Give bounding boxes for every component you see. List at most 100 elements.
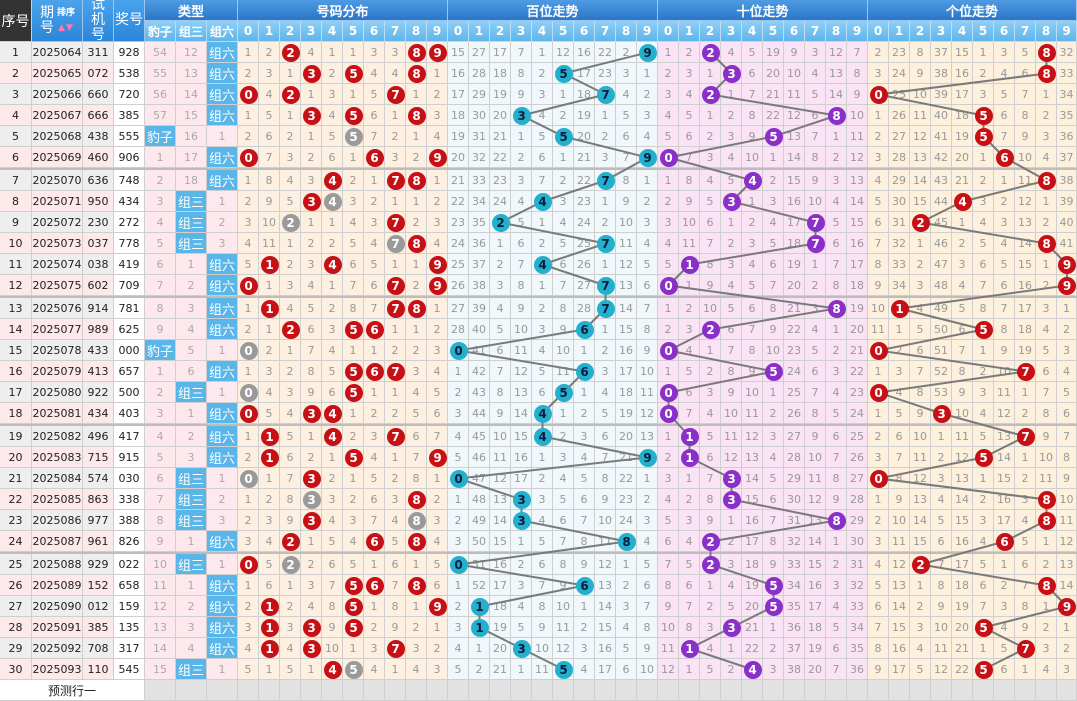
ge-omission: 8	[910, 382, 931, 403]
footer-predict-cell[interactable]	[511, 680, 532, 701]
ge-omission: 8	[1057, 447, 1077, 468]
ge-omission: 6	[1015, 63, 1036, 84]
ge-omission: 1	[868, 489, 889, 510]
footer-predict-cell[interactable]	[406, 680, 427, 701]
footer-predict-cell[interactable]	[280, 680, 301, 701]
footer-predict-cell[interactable]	[207, 680, 238, 701]
footer-predict-cell[interactable]	[742, 680, 763, 701]
dist-hit-ball: 7	[386, 234, 405, 253]
dist-omission: 1	[238, 42, 259, 63]
footer-predict-cell[interactable]	[145, 680, 176, 701]
footer-predict-cell[interactable]	[952, 680, 973, 701]
ge-omission: 15	[1015, 254, 1036, 275]
ge-omission: 8	[994, 319, 1015, 340]
row-seq: 8	[0, 191, 32, 212]
ge-omission: 41	[1057, 233, 1077, 254]
ge-omission: 9	[994, 340, 1015, 361]
dist-hit-ball: 7	[386, 276, 405, 295]
shi-omission: 14	[847, 191, 868, 212]
ge-omission: 40	[931, 105, 952, 126]
footer-predict-cell[interactable]	[994, 680, 1015, 701]
footer-predict-cell[interactable]	[784, 680, 805, 701]
bai-omission: 2	[448, 382, 469, 403]
dist-omission: 5	[259, 554, 280, 575]
footer-predict-cell[interactable]	[259, 680, 280, 701]
bai-omission: 6	[511, 233, 532, 254]
footer-predict-cell[interactable]	[595, 680, 616, 701]
ge-omission: 2	[1036, 554, 1057, 575]
bai-omission: 21	[448, 170, 469, 191]
ge-omission: 7	[994, 298, 1015, 319]
ge-omission: 6	[1015, 554, 1036, 575]
footer-predict-cell[interactable]	[1015, 680, 1036, 701]
bai-omission: 7	[490, 361, 511, 382]
footer-predict-cell[interactable]	[721, 680, 742, 701]
footer-predict-cell[interactable]	[910, 680, 931, 701]
footer-predict-cell[interactable]	[847, 680, 868, 701]
bai-omission: 1	[595, 105, 616, 126]
footer-predict-cell[interactable]	[616, 680, 637, 701]
shi-omission: 2	[658, 447, 679, 468]
bai-omission: 25	[448, 254, 469, 275]
footer-predict-cell[interactable]	[637, 680, 658, 701]
row-trial-number: 666	[83, 105, 114, 126]
type-omission: 1	[207, 126, 238, 147]
dist-omission: 8	[280, 489, 301, 510]
dist-omission: 4	[280, 638, 301, 659]
footer-predict-cell[interactable]	[1057, 680, 1077, 701]
footer-predict-cell[interactable]	[931, 680, 952, 701]
sort-toggle[interactable]: 排序 ▲▼	[57, 6, 75, 36]
footer-predict-cell[interactable]	[889, 680, 910, 701]
footer-predict-cell[interactable]	[763, 680, 784, 701]
footer-predict-cell[interactable]	[448, 680, 469, 701]
dist-omission: 1	[406, 84, 427, 105]
shi-omission: 23	[784, 340, 805, 361]
type-hit-badge: 组六	[207, 170, 238, 191]
ge-omission: 13	[910, 147, 931, 168]
shi-omission: 4	[742, 254, 763, 275]
footer-predict-cell[interactable]	[176, 680, 207, 701]
ge-omission: 14	[910, 170, 931, 191]
bai-omission: 2	[511, 147, 532, 168]
footer-predict-cell[interactable]	[805, 680, 826, 701]
footer-predict-cell[interactable]	[427, 680, 448, 701]
shi-omission: 8	[763, 298, 784, 319]
ge-omission: 9	[889, 489, 910, 510]
ge-omission: 15	[910, 191, 931, 212]
footer-predict-cell[interactable]	[973, 680, 994, 701]
footer-predict-cell[interactable]	[1036, 680, 1057, 701]
shi-omission: 8	[805, 403, 826, 424]
shi-omission: 28	[784, 447, 805, 468]
footer-predict-cell[interactable]	[679, 680, 700, 701]
header-seq: 序号	[0, 0, 32, 42]
footer-predict-cell[interactable]	[553, 680, 574, 701]
dist-omission: 7	[406, 447, 427, 468]
footer-predict-cell[interactable]	[343, 680, 364, 701]
ge-omission: 4	[1015, 510, 1036, 531]
footer-predict-cell[interactable]	[469, 680, 490, 701]
footer-predict-cell[interactable]	[238, 680, 259, 701]
footer-predict-cell[interactable]	[301, 680, 322, 701]
footer-predict-cell[interactable]	[364, 680, 385, 701]
footer-predict-cell[interactable]	[385, 680, 406, 701]
footer-predict-cell[interactable]	[826, 680, 847, 701]
shi-omission: 7	[826, 659, 847, 680]
footer-predict-cell[interactable]	[574, 680, 595, 701]
footer-predict-cell[interactable]	[658, 680, 679, 701]
bai-omission: 33	[469, 170, 490, 191]
footer-predict-cell[interactable]	[532, 680, 553, 701]
ge-hit-ball: 3	[932, 404, 951, 423]
bai-omission: 4	[553, 468, 574, 489]
dist-hit-ball: 5	[344, 448, 363, 467]
row-seq: 24	[0, 531, 32, 552]
bai-omission: 14	[490, 510, 511, 531]
footer-predict-cell[interactable]	[490, 680, 511, 701]
footer-predict-cell[interactable]	[322, 680, 343, 701]
ge-omission: 38	[1057, 170, 1077, 191]
dist-hit-ball: 6	[365, 320, 384, 339]
dist-omission: 2	[322, 233, 343, 254]
header-period[interactable]: 期号 排序 ▲▼	[32, 0, 83, 42]
ge-omission: 14	[952, 489, 973, 510]
footer-predict-cell[interactable]	[700, 680, 721, 701]
footer-predict-cell[interactable]	[868, 680, 889, 701]
